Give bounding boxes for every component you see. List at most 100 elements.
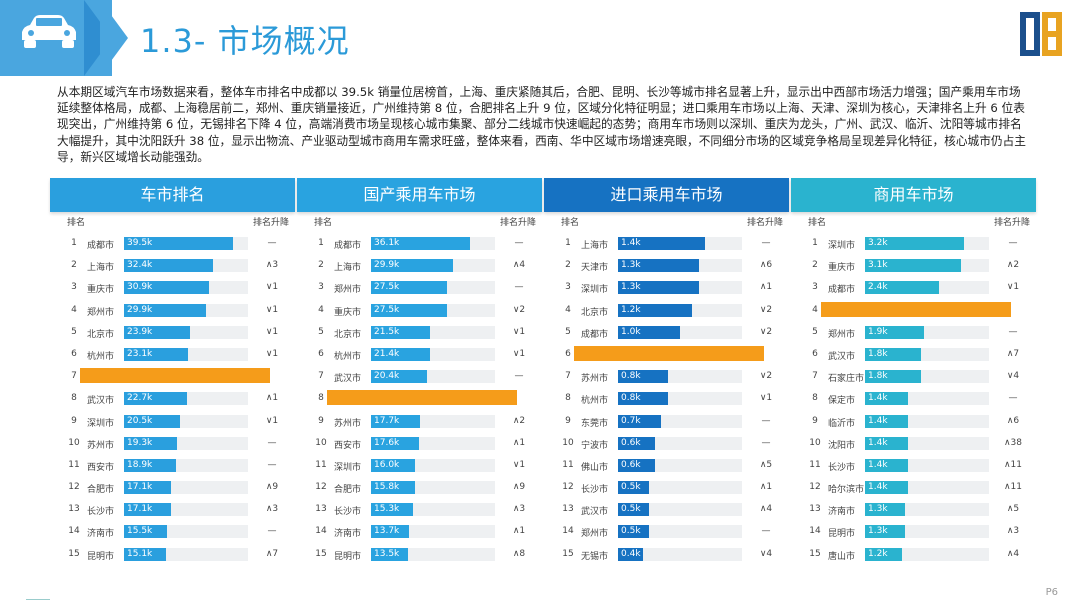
row-city: 杭州市 [334, 351, 362, 362]
row-rank: 3 [318, 282, 324, 293]
value-bar: 17.1k [124, 503, 171, 517]
rank-change: — [514, 282, 524, 293]
table-row: 11 佛山市 0.6k ∧5 [544, 455, 789, 477]
value-bar: 27.5k [371, 303, 447, 317]
value-bar: 17.1k [124, 481, 171, 495]
table-row: 3 郑州市 27.5k — [297, 277, 542, 299]
row-city: 武汉市 [581, 507, 609, 518]
bar-track: 1.3k [865, 503, 989, 517]
row-rank: 14 [562, 526, 574, 537]
bar-value-label: 1.3k [868, 504, 888, 515]
value-bar: 1.4k [865, 392, 908, 406]
bar-value-label: 22.7k [127, 393, 153, 404]
bar-value-label: 1.4k [868, 393, 888, 404]
row-rank: 9 [565, 415, 571, 426]
bar-value-label: 23.9k [127, 326, 153, 337]
bar-value-label: 15.5k [127, 526, 153, 537]
row-city: 沈阳市 [828, 440, 856, 451]
table-row: 5 北京市 23.9k ∨1 [50, 322, 295, 344]
bar-track: 1.8k [865, 347, 989, 361]
value-bar: 0.7k [618, 414, 661, 428]
bar-value-label: 0.8k [621, 393, 641, 404]
bar-track: 1.4k [865, 414, 989, 428]
rank-change: ∧3 [265, 504, 279, 515]
row-city: 石家庄市 [828, 374, 865, 385]
table-row: 2 天津市 1.3k ∧6 [544, 255, 789, 277]
row-city: 昆明市 [828, 529, 856, 540]
bar-track: 1.4k [865, 481, 989, 495]
table-row: 7 苏州市 0.8k ∨2 [544, 366, 789, 388]
value-bar: 2.4k [865, 281, 939, 295]
row-city: 长沙市 [87, 507, 115, 518]
bar-value-label: 0.5k [621, 504, 641, 515]
row-rank: 15 [68, 548, 80, 559]
value-bar: 29.9k [124, 303, 206, 317]
bar-value-label: 15.3k [374, 504, 400, 515]
row-city: 上海市 [87, 263, 115, 274]
row-city: 唐山市 [828, 551, 856, 562]
row-city: 保定市 [828, 396, 856, 407]
highlight-bar [574, 345, 764, 361]
row-rank: 5 [71, 326, 77, 337]
value-bar: 17.7k [371, 414, 420, 428]
value-bar: 15.5k [124, 525, 167, 539]
rank-change: ∨1 [265, 282, 279, 293]
row-city: 宁波市 [581, 440, 609, 451]
bar-track: 21.4k [371, 347, 495, 361]
bar-track: 27.5k [371, 303, 495, 317]
rank-change: ∧1 [512, 526, 526, 537]
bar-value-label: 1.3k [621, 260, 641, 271]
panel-title: 车市排名 [50, 178, 295, 212]
bar-track: 1.2k [865, 547, 989, 561]
bar-value-label: 1.8k [868, 371, 888, 382]
row-rank: 15 [315, 548, 327, 559]
row-city: 济南市 [334, 529, 362, 540]
row-rank: 11 [315, 459, 327, 470]
rank-change: ∨2 [512, 304, 526, 315]
row-city: 合肥市 [87, 485, 115, 496]
row-city: 临沂市 [828, 418, 856, 429]
ranking-panel: 国产乘用车市场 排名 排名升降 1 成都市 36.1k — 2 上海市 29.9k ∧4 3 郑州市 27… [297, 178, 542, 570]
panel-title: 进口乘用车市场 [544, 178, 789, 212]
bar-value-label: 36.1k [374, 238, 400, 248]
table-row: 3 深圳市 1.3k ∧1 [544, 277, 789, 299]
value-bar: 1.2k [865, 547, 902, 561]
table-row: 12 合肥市 17.1k ∧9 [50, 477, 295, 499]
rank-change: ∨1 [759, 393, 773, 404]
rank-change: ∧4 [759, 504, 773, 515]
bar-value-label: 0.6k [621, 437, 641, 448]
table-row: 8 [297, 388, 542, 410]
bar-track: 1.4k [618, 237, 742, 250]
row-city: 深圳市 [828, 241, 856, 251]
row-city: 重庆市 [87, 285, 115, 296]
page-number: P6 [1045, 587, 1058, 598]
table-row: 2 重庆市 3.1k ∧2 [791, 255, 1036, 277]
row-rank: 10 [562, 437, 574, 448]
row-city: 成都市 [581, 329, 609, 340]
table-row: 12 哈尔滨市 1.4k ∧11 [791, 477, 1036, 499]
rank-change: ∨1 [265, 348, 279, 359]
table-row: 9 苏州市 17.7k ∧2 [297, 411, 542, 433]
bar-value-label: 1.0k [621, 326, 641, 337]
highlight-bar [80, 368, 270, 384]
bar-value-label: 1.2k [621, 304, 641, 315]
row-city: 重庆市 [828, 263, 856, 274]
row-city: 郑州市 [87, 307, 115, 318]
value-bar: 36.1k [371, 237, 470, 250]
bar-value-label: 1.8k [868, 348, 888, 359]
row-city: 苏州市 [87, 440, 115, 451]
bar-track: 39.5k [124, 237, 248, 250]
row-city: 成都市 [87, 241, 115, 251]
value-bar: 0.5k [618, 503, 649, 517]
row-city: 杭州市 [87, 351, 115, 362]
table-row: 1 成都市 39.5k — [50, 233, 295, 255]
row-city: 上海市 [581, 241, 609, 251]
row-city: 佛山市 [581, 462, 609, 473]
bar-value-label: 13.5k [374, 548, 400, 559]
table-row: 10 西安市 17.6k ∧1 [297, 433, 542, 455]
rank-change: ∨4 [759, 548, 773, 559]
table-row: 3 成都市 2.4k ∨1 [791, 277, 1036, 299]
change-column-label: 排名升降 [252, 218, 289, 228]
row-rank: 5 [565, 326, 571, 337]
rank-change: ∧1 [512, 437, 526, 448]
